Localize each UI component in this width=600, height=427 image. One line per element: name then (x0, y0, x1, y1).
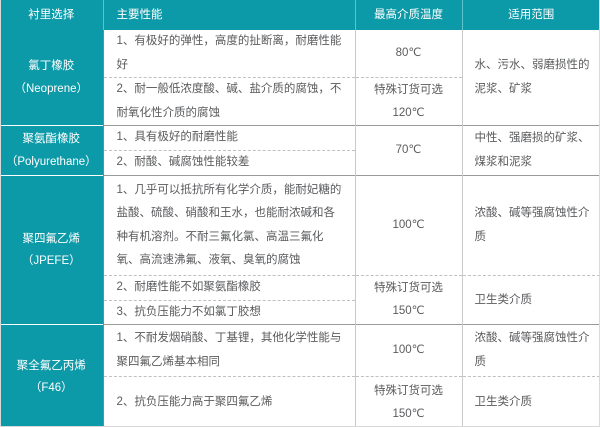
column-header-lining-selection: 衬里选择 (0, 0, 104, 30)
performance-cell: 2、抗负压能力高于聚四氟乙烯 (103, 376, 356, 427)
performance-cell: 3、抗负压能力不如氯丁胶想 (103, 299, 356, 325)
performance-cell: 1、几乎可以抵抗所有化学介质，能耐妃糖的盐酸、硫酸、硝酸和王水，也能耐浓碱和各种… (103, 175, 356, 276)
temperature-cell: 特殊订货可选 120℃ (355, 77, 463, 126)
table-row: 聚全氟乙丙烯 （F46） 1、不耐发烟硝酸、丁基锂，其他化学性能与聚四氟乙烯基本… (0, 324, 600, 427)
material-name-en: （F46） (29, 382, 73, 395)
table-row: 氯丁橡胶 （Neoprene） 1、有极好的弹性，高度的扯断离，耐磨性能好 80… (0, 30, 600, 126)
material-name-zh: 聚氨酯橡胶 (22, 133, 81, 146)
material-name-zh: 聚四氟乙烯 (22, 232, 81, 245)
performance-cell: 2、耐酸、碱腐蚀性能较差 (103, 150, 356, 176)
temperature-note: 特殊订货可选 (374, 282, 443, 295)
performance-cell: 1、具有极好的耐磨性能 (103, 125, 356, 151)
temperature-note: 特殊订货可选 (374, 385, 443, 398)
material-cell-neoprene: 氯丁橡胶 （Neoprene） (0, 30, 104, 126)
material-name-en: （Polyurethane） (5, 155, 97, 168)
temperature-cell: 70℃ (355, 125, 463, 176)
temperature-cell: 特殊订货可选 150℃ (355, 376, 463, 427)
material-cell-f46: 聚全氟乙丙烯 （F46） (0, 324, 104, 427)
material-name-en: （JPEFE） (21, 255, 81, 268)
temperature-cell: 80℃ (355, 30, 463, 78)
table-header: 衬里选择 主要性能 最高介质温度 适用范围 (0, 0, 600, 30)
temperature-cell: 100℃ (355, 175, 463, 276)
temperature-value: 150℃ (392, 305, 425, 318)
material-name-en: （Neoprene） (14, 82, 88, 95)
temperature-cell: 特殊订货可选 150℃ (355, 275, 463, 325)
applicable-range-cell: 浓酸、碱等强腐蚀性介质 (462, 324, 600, 377)
material-name-zh: 聚全氟乙丙烯 (16, 359, 86, 372)
table-row: 2、耐一般低浓度酸、碱、盐介质的腐蚀，不耐氧化性介质的腐蚀 特殊订货可选 120… (0, 77, 600, 126)
material-cell-polyurethane: 聚氨酯橡胶 （Polyurethane） (0, 125, 104, 176)
applicable-range-cell: 卫生类介质 (462, 275, 600, 325)
column-header-max-medium-temperature: 最高介质温度 (355, 0, 463, 30)
temperature-value: 150℃ (392, 408, 425, 421)
applicable-range-cell: 浓酸、碱等强腐蚀性介质 (462, 175, 600, 276)
performance-cell: 2、耐一般低浓度酸、碱、盐介质的腐蚀，不耐氧化性介质的腐蚀 (103, 77, 356, 126)
temperature-value: 120℃ (392, 106, 425, 119)
column-header-main-performance: 主要性能 (103, 0, 356, 30)
material-cell-jpefe: 聚四氟乙烯 （JPEFE） (0, 175, 104, 325)
performance-cell: 1、不耐发烟硝酸、丁基锂，其他化学性能与聚四氟乙烯基本相同 (103, 324, 356, 377)
table-row: 聚氨酯橡胶 （Polyurethane） 1、具有极好的耐磨性能 70℃ 中性、… (0, 125, 600, 176)
table-body: 氯丁橡胶 （Neoprene） 1、有极好的弹性，高度的扯断离，耐磨性能好 80… (0, 30, 600, 427)
applicable-range-cell: 卫生类介质 (462, 376, 600, 427)
applicable-range-cell: 水、污水、弱磨损性的泥浆、矿浆 (462, 30, 600, 126)
column-header-applicable-range: 适用范围 (462, 0, 600, 30)
performance-cell: 1、有极好的弹性，高度的扯断离，耐磨性能好 (103, 30, 356, 78)
material-name-zh: 氯丁橡胶 (28, 60, 75, 73)
table-row: 2、抗负压能力高于聚四氟乙烯 特殊订货可选 150℃ 卫生类介质 (0, 376, 600, 427)
performance-cell: 2、耐磨性能不如聚氨酯橡胶 (103, 275, 356, 301)
table-row: 3、抗负压能力不如氯丁胶想 (0, 299, 600, 325)
table-row: 2、耐磨性能不如聚氨酯橡胶 特殊订货可选 150℃ 卫生类介质 (0, 275, 600, 325)
table-header-row: 衬里选择 主要性能 最高介质温度 适用范围 (0, 0, 600, 30)
table-row: 聚四氟乙烯 （JPEFE） 1、几乎可以抵抗所有化学介质，能耐妃糖的盐酸、硫酸、… (0, 175, 600, 325)
table-row: 2、耐酸、碱腐蚀性能较差 (0, 150, 600, 176)
applicable-range-cell: 中性、强磨损的矿浆、煤浆和泥浆 (462, 125, 600, 176)
temperature-note: 特殊订货可选 (374, 83, 443, 96)
temperature-cell: 100℃ (355, 324, 463, 377)
